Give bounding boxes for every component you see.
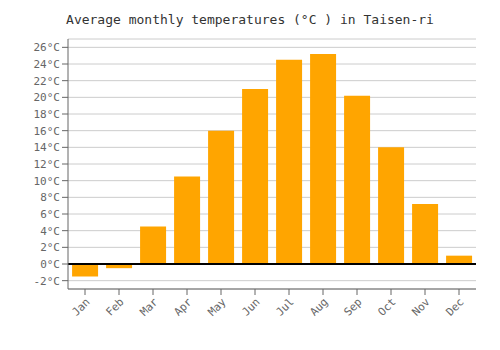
svg-text:22°C: 22°C	[34, 75, 61, 88]
svg-text:26°C: 26°C	[34, 41, 61, 54]
svg-text:Nov: Nov	[409, 295, 433, 319]
svg-text:2°C: 2°C	[40, 241, 60, 254]
svg-text:14°C: 14°C	[34, 141, 61, 154]
svg-text:6°C: 6°C	[40, 208, 60, 221]
svg-text:12°C: 12°C	[34, 158, 61, 171]
html-text:Average monthly temperatures (: Average monthly temperatures (°C ) in Ta…	[66, 12, 434, 27]
svg-text:4°C: 4°C	[40, 225, 60, 238]
svg-text:Jun: Jun	[239, 295, 262, 318]
svg-text:10°C: 10°C	[34, 175, 61, 188]
svg-text:Jul: Jul	[273, 295, 296, 318]
svg-text:Aug: Aug	[307, 295, 330, 318]
svg-text:Dec: Dec	[443, 295, 466, 318]
svg-text:Apr: Apr	[171, 295, 195, 319]
svg-text:20°C: 20°C	[34, 91, 61, 104]
svg-text:8°C: 8°C	[40, 191, 60, 204]
svg-text:Sep: Sep	[341, 295, 364, 318]
svg-text:18°C: 18°C	[34, 108, 61, 121]
svg-text:Oct: Oct	[375, 295, 398, 318]
svg-text:-2°C: -2°C	[34, 275, 61, 288]
svg-text:May: May	[205, 295, 229, 319]
svg-text:Jan: Jan	[69, 295, 92, 318]
svg-text:0°C: 0°C	[40, 258, 60, 271]
svg-text:16°C: 16°C	[34, 125, 61, 138]
svg-text:Mar: Mar	[137, 295, 161, 319]
svg-text:Feb: Feb	[103, 295, 126, 318]
svg-text:24°C: 24°C	[34, 58, 61, 71]
